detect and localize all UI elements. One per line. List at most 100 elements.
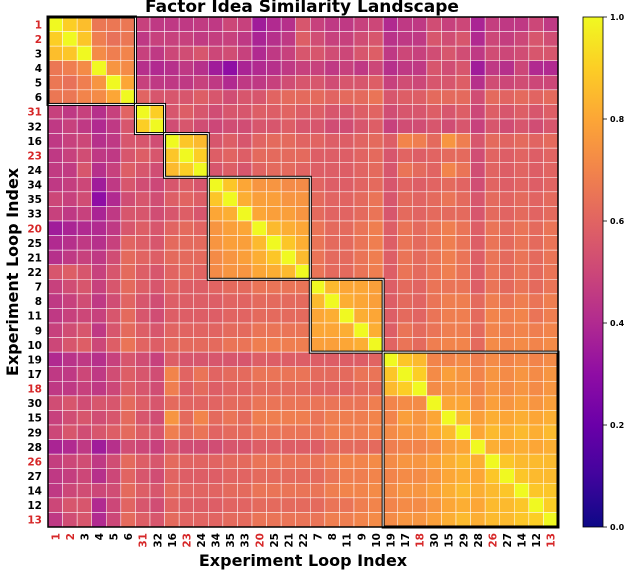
heatmap-cell	[280, 424, 296, 440]
heatmap-cell	[470, 60, 486, 76]
heatmap-cell	[455, 104, 471, 120]
heatmap-cell	[470, 308, 486, 324]
heatmap-cell	[412, 31, 428, 47]
heatmap-cell	[295, 220, 311, 236]
heatmap-cell	[164, 235, 180, 251]
y-tick-label: 8	[35, 296, 42, 308]
x-tick-label: 26	[487, 533, 499, 548]
heatmap-cell	[280, 468, 296, 484]
heatmap-cell	[266, 162, 282, 178]
heatmap-cell	[499, 512, 515, 528]
heatmap-cell	[76, 395, 92, 411]
heatmap-cell	[237, 395, 253, 411]
heatmap-cell	[543, 439, 559, 455]
heatmap-cell	[237, 279, 253, 295]
heatmap-cell	[135, 89, 151, 105]
heatmap-cell	[412, 424, 428, 440]
heatmap-cell	[470, 45, 486, 61]
heatmap-cell	[47, 220, 63, 236]
heatmap-cell	[193, 497, 209, 513]
heatmap-cell	[251, 16, 267, 32]
heatmap-cell	[266, 293, 282, 309]
heatmap-cell	[499, 45, 515, 61]
heatmap-cell	[208, 147, 224, 163]
heatmap-cell	[426, 497, 442, 513]
heatmap-cell	[149, 322, 165, 338]
heatmap-cell	[441, 483, 457, 499]
heatmap-cell	[76, 89, 92, 105]
heatmap-cell	[149, 351, 165, 367]
y-tick-label: 29	[27, 427, 42, 439]
heatmap-cell	[237, 60, 253, 76]
heatmap-cell	[295, 133, 311, 149]
heatmap-cell	[222, 439, 238, 455]
heatmap-cell	[382, 468, 398, 484]
x-tick-label: 31	[138, 533, 150, 548]
heatmap-cell	[455, 351, 471, 367]
heatmap-cell	[164, 351, 180, 367]
heatmap-cell	[106, 308, 122, 324]
heatmap-cell	[91, 220, 107, 236]
heatmap-cell	[484, 16, 500, 32]
heatmap-cell	[455, 264, 471, 280]
heatmap-cell	[76, 410, 92, 426]
heatmap-cell	[484, 249, 500, 265]
heatmap-cell	[135, 337, 151, 353]
heatmap-cell	[164, 512, 180, 528]
heatmap-cell	[514, 468, 530, 484]
heatmap-cell	[251, 75, 267, 91]
colorbar-tick-label: 1.0	[610, 13, 625, 22]
heatmap-cell	[382, 512, 398, 528]
heatmap-cell	[251, 293, 267, 309]
heatmap-cell	[382, 351, 398, 367]
heatmap-cell	[499, 31, 515, 47]
heatmap-cell	[222, 191, 238, 207]
heatmap-cell	[324, 16, 340, 32]
heatmap-cell	[47, 395, 63, 411]
heatmap-cell	[237, 351, 253, 367]
heatmap-cell	[324, 410, 340, 426]
heatmap-cell	[543, 497, 559, 513]
heatmap-cell	[382, 133, 398, 149]
heatmap-cell	[470, 395, 486, 411]
heatmap-cell	[106, 439, 122, 455]
heatmap-cell	[455, 439, 471, 455]
heatmap-cell	[368, 264, 384, 280]
heatmap-cell	[135, 351, 151, 367]
heatmap-cell	[412, 512, 428, 528]
heatmap-cell	[528, 147, 544, 163]
heatmap-cell	[441, 75, 457, 91]
heatmap-cell	[237, 497, 253, 513]
heatmap-cell	[149, 249, 165, 265]
heatmap-cell	[135, 308, 151, 324]
heatmap-cell	[499, 162, 515, 178]
heatmap-cell	[149, 453, 165, 469]
heatmap-cell	[499, 439, 515, 455]
heatmap-cell	[514, 351, 530, 367]
heatmap-cell	[251, 424, 267, 440]
heatmap-cell	[106, 512, 122, 528]
heatmap-cell	[237, 75, 253, 91]
heatmap-cell	[484, 31, 500, 47]
heatmap-cell	[91, 89, 107, 105]
heatmap-cell	[120, 249, 136, 265]
heatmap-cell	[106, 497, 122, 513]
heatmap-cell	[528, 468, 544, 484]
heatmap-cell	[76, 279, 92, 295]
heatmap-cell	[106, 177, 122, 193]
heatmap-cell	[455, 60, 471, 76]
heatmap-cell	[135, 16, 151, 32]
cluster-box-inner	[134, 103, 166, 135]
heatmap-cell	[412, 235, 428, 251]
heatmap-cell	[178, 16, 194, 32]
y-tick-label: 30	[27, 398, 42, 410]
heatmap-cell	[441, 133, 457, 149]
heatmap-cell	[470, 366, 486, 382]
heatmap-cell	[339, 89, 355, 105]
heatmap-cell	[135, 264, 151, 280]
heatmap-cell	[339, 366, 355, 382]
heatmap-cell	[499, 424, 515, 440]
heatmap-cell	[470, 337, 486, 353]
heatmap-cell	[76, 337, 92, 353]
heatmap-cell	[426, 104, 442, 120]
